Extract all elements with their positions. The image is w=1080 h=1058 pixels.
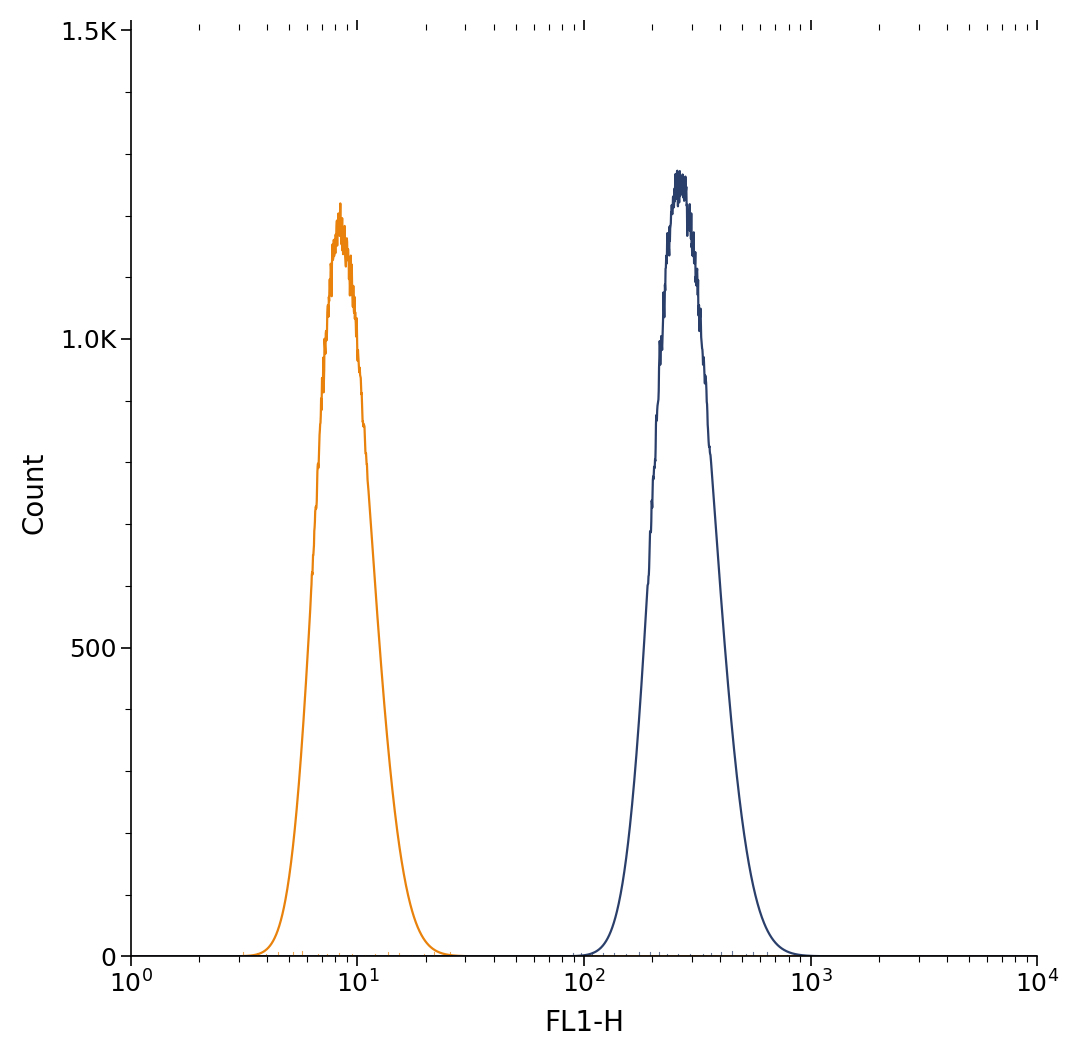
X-axis label: FL1-H: FL1-H — [544, 1009, 624, 1037]
Y-axis label: Count: Count — [21, 452, 49, 534]
